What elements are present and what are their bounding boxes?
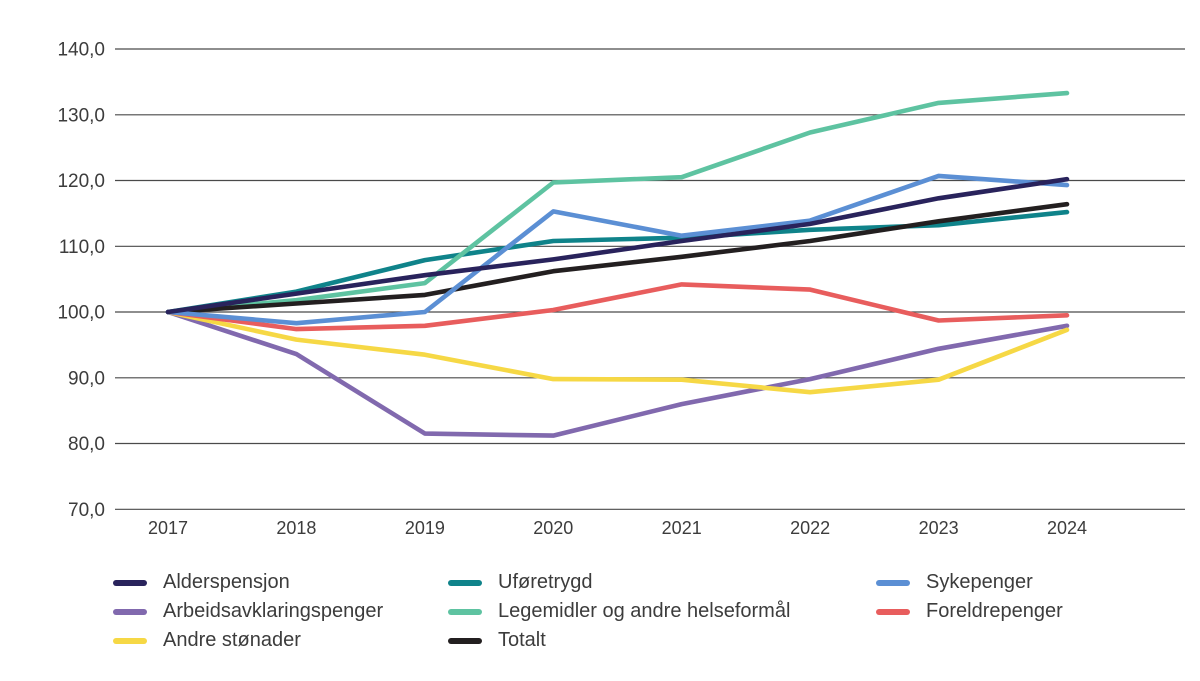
legend-label: Arbeidsavklaringspenger xyxy=(163,600,384,622)
legend-label: Alderspensjon xyxy=(163,571,290,593)
y-tick-label: 110,0 xyxy=(59,237,105,258)
legend-swatch xyxy=(113,608,147,615)
legend-label: Andre stønader xyxy=(163,629,301,651)
series-line-foreldrepenger xyxy=(165,282,1070,332)
x-tick-label: 2022 xyxy=(790,518,830,538)
legend-item: Alderspensjon xyxy=(113,568,448,597)
x-tick-label: 2020 xyxy=(533,518,573,538)
series-line-sykepenger xyxy=(165,173,1070,326)
chart-svg: 70,0 80,0 90,0 100,0 110,0 120,0 130,0 140,0 201… xyxy=(57,40,1185,538)
legend-item: Arbeidsavklaringspenger xyxy=(113,597,448,626)
x-tick-label: 2017 xyxy=(148,518,188,538)
x-tick-label: 2019 xyxy=(405,518,445,538)
y-tick-label: 70,0 xyxy=(68,500,105,521)
y-tick-label: 100,0 xyxy=(57,303,105,324)
series-line-alderspensjon xyxy=(165,176,1070,315)
legend-item: Uføretrygd xyxy=(448,568,876,597)
legend-swatch xyxy=(448,579,482,586)
legend-item: Legemidler og andre helseformål xyxy=(448,597,876,626)
x-tick-label: 2021 xyxy=(662,518,702,538)
x-tick-label: 2023 xyxy=(919,518,959,538)
x-tick-label: 2018 xyxy=(276,518,316,538)
legend-swatch xyxy=(113,579,147,586)
legend-item: Foreldrepenger xyxy=(876,597,1063,626)
legend-label: Totalt xyxy=(498,629,546,651)
legend-swatch xyxy=(448,608,482,615)
chart-legend: Alderspensjon Arbeidsavklaringspenger Andr… xyxy=(113,568,1063,655)
y-tick-label: 120,0 xyxy=(57,171,105,192)
legend-label: Uføretrygd xyxy=(498,571,593,593)
legend-item: Sykepenger xyxy=(876,568,1063,597)
series-line-totalt xyxy=(165,201,1070,315)
legend-label: Foreldrepenger xyxy=(926,600,1063,622)
series-line-legemidler-og-andre-helseform-l xyxy=(165,90,1070,315)
legend-label: Sykepenger xyxy=(926,571,1033,593)
x-tick-label: 2024 xyxy=(1047,518,1087,538)
series-line-andre-st-nader xyxy=(165,309,1070,395)
y-tick-label: 80,0 xyxy=(68,434,105,455)
legend-swatch xyxy=(113,637,147,644)
legend-item: Andre stønader xyxy=(113,626,448,655)
legend-label: Legemidler og andre helseformål xyxy=(498,600,791,622)
legend-swatch xyxy=(876,579,910,586)
legend-swatch xyxy=(876,608,910,615)
y-tick-label: 90,0 xyxy=(68,368,105,389)
legend-swatch xyxy=(448,637,482,644)
legend-item: Totalt xyxy=(448,626,876,655)
y-tick-label: 130,0 xyxy=(57,105,105,126)
series-line-arbeidsavklaringspenger xyxy=(165,309,1070,438)
y-tick-label: 140,0 xyxy=(57,40,105,61)
